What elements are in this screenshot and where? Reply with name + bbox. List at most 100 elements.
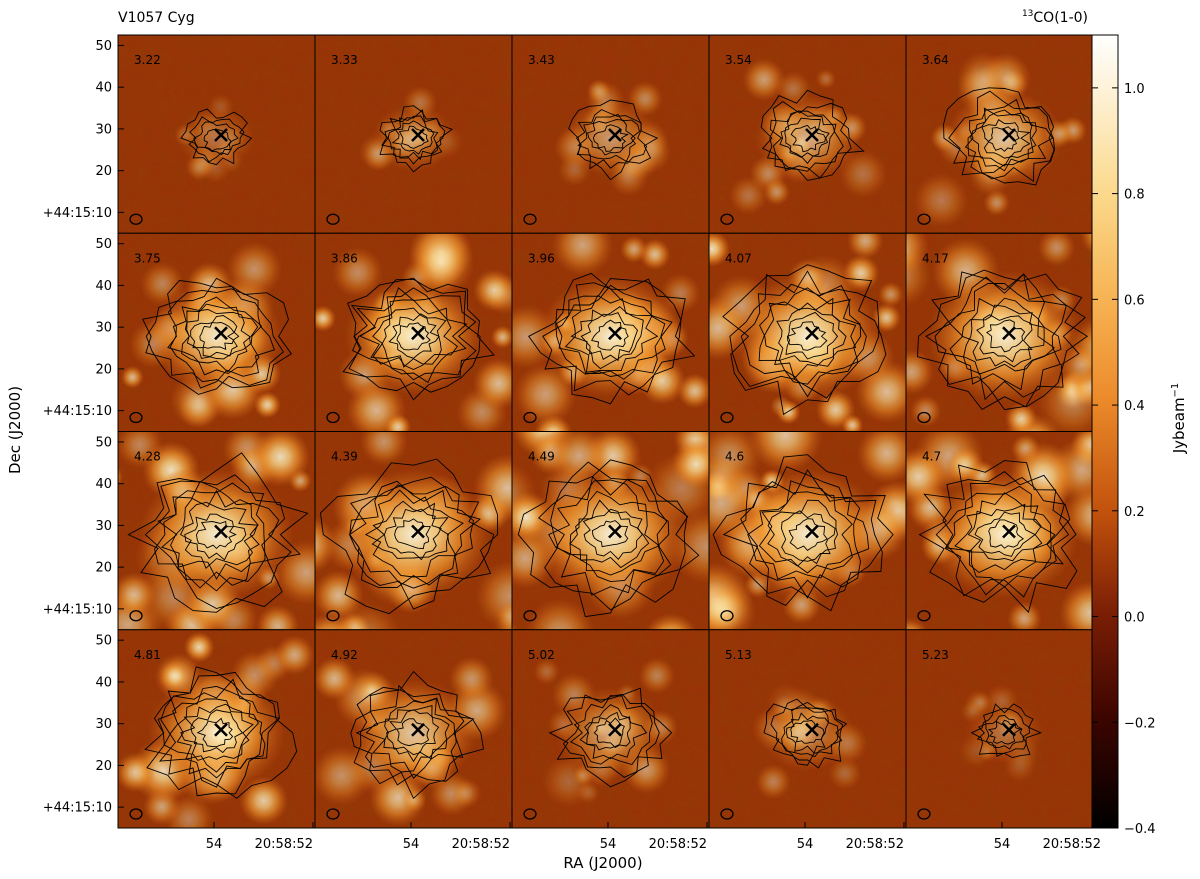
contour-line <box>555 282 673 377</box>
line-title-name: CO(1-0) <box>1033 10 1088 26</box>
velocity-label: 4.7 <box>922 450 941 464</box>
contour-line <box>729 270 880 399</box>
channel-panel-1: 3.22 <box>117 34 316 234</box>
y-tick-label: 40 <box>95 279 112 294</box>
colorbar-tick-label: 0.0 <box>1124 611 1145 626</box>
velocity-label: 5.13 <box>725 648 752 662</box>
beam-ellipse <box>720 610 734 622</box>
emission-blob <box>906 447 948 506</box>
beam-ellipse <box>326 213 340 225</box>
contour-line <box>592 124 630 152</box>
contour-line <box>945 485 1052 588</box>
source-position-marker <box>1002 326 1016 341</box>
channel-panel-4: 3.54 <box>708 34 907 234</box>
emission-blob <box>118 752 156 793</box>
contour-line <box>954 492 1056 574</box>
emission-blob <box>490 325 512 349</box>
contour-line <box>917 269 1089 410</box>
contour-line <box>372 299 459 370</box>
emission-blob <box>620 235 648 264</box>
contour-line <box>970 703 1042 759</box>
y-tick-label: 40 <box>95 81 112 96</box>
channel-panel-15: 4.7 <box>905 431 1104 631</box>
source-position-marker <box>1002 524 1016 539</box>
y-tick-label: 50 <box>95 435 112 450</box>
contour-line <box>786 321 828 351</box>
contour-line <box>569 499 650 569</box>
contour-line <box>387 115 439 161</box>
contour-line <box>570 306 644 370</box>
emission-blob <box>164 794 214 828</box>
source-position-marker <box>608 128 622 142</box>
y-tick-label: 50 <box>95 39 112 54</box>
contour-line <box>591 520 629 548</box>
contour-line <box>383 508 442 561</box>
contour-line <box>591 319 629 351</box>
contour-line <box>779 110 837 164</box>
contour-line <box>180 501 259 569</box>
contour-line <box>582 508 643 560</box>
colorbar-tick-label: 0.4 <box>1124 399 1145 414</box>
contour-line <box>203 129 232 152</box>
velocity-label: 3.22 <box>134 53 161 67</box>
emission-blob <box>856 431 906 484</box>
source-position-marker <box>608 722 622 737</box>
contour-line <box>383 705 450 763</box>
channel-panel-19: 5.13 <box>708 629 907 829</box>
contour-line <box>925 271 1086 411</box>
colorbar-tick-label: 0.8 <box>1124 188 1145 203</box>
contour-line <box>587 119 636 156</box>
beam-ellipse <box>129 213 143 225</box>
contour-line <box>398 125 429 149</box>
contour-line <box>528 272 696 405</box>
contour-line <box>542 278 682 396</box>
emission-blob <box>906 618 928 630</box>
contour-line <box>740 469 862 599</box>
emission-blob <box>315 516 338 574</box>
emission-blob <box>384 413 412 432</box>
emission-blob <box>274 634 315 676</box>
colorbar-tick-label: 1.0 <box>1124 82 1145 97</box>
beam-ellipse <box>917 213 931 225</box>
contour-line <box>196 717 234 748</box>
velocity-label: 4.81 <box>134 648 161 662</box>
contour-line <box>170 489 260 580</box>
contour-line <box>790 719 825 744</box>
contour-line <box>776 307 847 367</box>
channel-panel-9: 4.07 <box>708 232 907 432</box>
contour-line <box>790 124 826 153</box>
x-tick-label: 20:58:52 <box>846 837 904 852</box>
y-tick-label: 20 <box>95 759 112 774</box>
contour-line <box>985 319 1026 353</box>
source-position-marker <box>411 722 425 737</box>
contour-line <box>759 297 857 380</box>
velocity-label: 4.39 <box>331 450 358 464</box>
contour-line <box>127 452 309 613</box>
emission-blob <box>755 763 792 800</box>
emission-blob <box>472 453 512 523</box>
contour-line <box>180 703 254 761</box>
colorbar-tick-label: −0.4 <box>1124 822 1156 837</box>
contour-line <box>943 87 1056 186</box>
contour-line <box>766 101 852 179</box>
contour-line <box>352 287 477 381</box>
contour-line <box>184 513 247 561</box>
channel-panel-6: 3.75 <box>117 232 316 432</box>
y-tick-label: 30 <box>95 717 112 732</box>
y-tick-label: 40 <box>95 675 112 690</box>
emission-blob <box>512 621 518 630</box>
beam-ellipse <box>326 610 340 622</box>
contour-line <box>934 273 1067 401</box>
velocity-label: 4.92 <box>331 648 358 662</box>
contour-line <box>770 698 848 766</box>
y-tick-label: 20 <box>95 362 112 377</box>
emission-blob <box>315 305 337 332</box>
velocity-label: 4.6 <box>725 450 744 464</box>
emission-blob <box>448 656 495 702</box>
emission-blob <box>815 68 837 90</box>
channel-panel-8: 3.96 <box>511 232 710 432</box>
source-position-marker <box>805 524 819 539</box>
velocity-label: 4.17 <box>922 251 949 265</box>
channel-panel-14: 4.6 <box>708 431 907 631</box>
contour-line <box>987 719 1022 745</box>
